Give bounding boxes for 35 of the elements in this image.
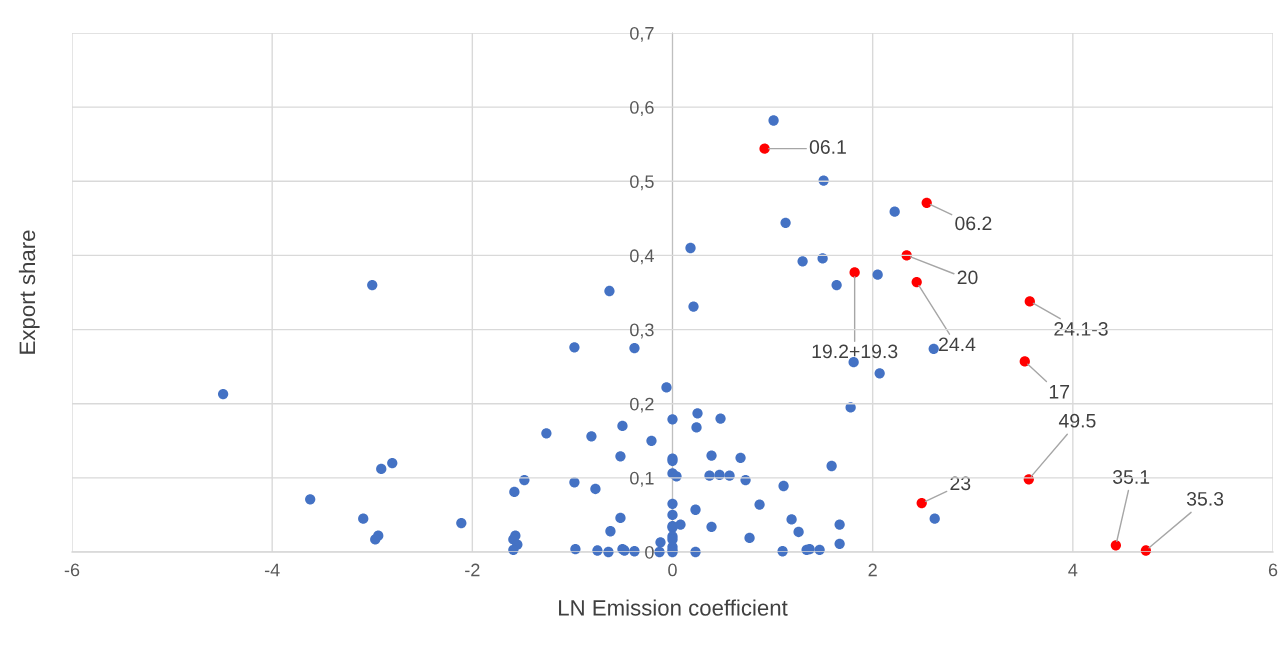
point xyxy=(916,497,927,509)
y-tick-label: 0,4 xyxy=(630,249,654,265)
x-tick-label: -4 xyxy=(264,563,280,577)
point xyxy=(911,276,922,288)
annotation: 20 xyxy=(957,270,978,285)
point xyxy=(1110,540,1122,551)
x-tick-label: 0 xyxy=(668,563,677,577)
point xyxy=(759,143,770,154)
y-axis-title: Export share xyxy=(18,230,40,354)
annotation: 17 xyxy=(1049,385,1070,399)
x-axis-title: LN Emission coefficient xyxy=(559,599,788,616)
annotation: 06.2 xyxy=(955,216,992,231)
y-tick-label: 0,2 xyxy=(630,397,654,413)
point xyxy=(921,197,932,208)
annotation: 23 xyxy=(950,476,971,491)
y-tick-label: 0,3 xyxy=(630,323,654,339)
x-tick-label: 2 xyxy=(868,563,877,577)
y-tick-label: 0,6 xyxy=(630,101,654,116)
y-tick-label: 0 xyxy=(645,545,654,559)
y-tick-label: 0,7 xyxy=(630,26,654,42)
y-tick-label: 0,1 xyxy=(630,471,654,487)
point xyxy=(1024,296,1035,307)
x-tick-label: -6 xyxy=(64,563,80,577)
x-tick-label: 4 xyxy=(1068,563,1078,577)
annotation: 24.4 xyxy=(939,337,976,352)
y-tick-label: 0,5 xyxy=(630,175,654,191)
annotation: 06.1 xyxy=(809,140,846,154)
annotation: 35.3 xyxy=(1186,491,1224,506)
annotation: 49.5 xyxy=(1058,413,1096,428)
point xyxy=(849,267,860,278)
point xyxy=(1019,356,1030,367)
annotation: 19.2+19.3 xyxy=(812,344,898,359)
annotation: 35.1 xyxy=(1112,470,1150,484)
x-tick-label: 6 xyxy=(1268,563,1278,577)
x-tick-label: -2 xyxy=(465,563,480,577)
